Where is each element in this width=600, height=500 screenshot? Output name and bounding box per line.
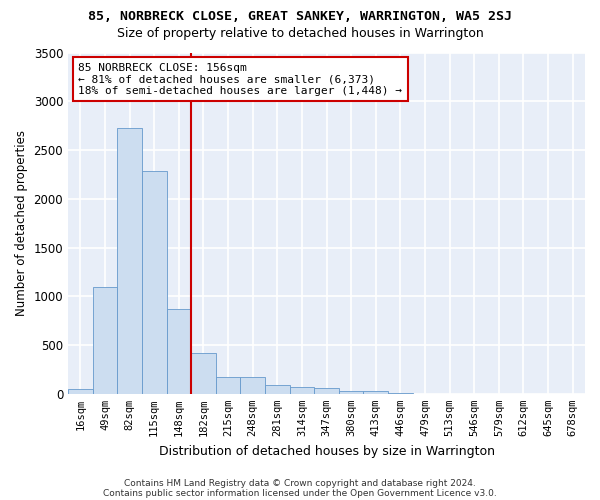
Bar xyxy=(265,385,290,394)
Text: Size of property relative to detached houses in Warrington: Size of property relative to detached ho… xyxy=(116,28,484,40)
Bar xyxy=(142,172,167,394)
Bar xyxy=(191,354,216,394)
Bar xyxy=(167,309,191,394)
Bar xyxy=(216,376,241,394)
Bar xyxy=(68,389,92,394)
Text: Contains public sector information licensed under the Open Government Licence v3: Contains public sector information licen… xyxy=(103,488,497,498)
Text: Contains HM Land Registry data © Crown copyright and database right 2024.: Contains HM Land Registry data © Crown c… xyxy=(124,478,476,488)
Bar xyxy=(339,391,364,394)
Bar xyxy=(388,393,413,394)
Bar xyxy=(241,377,265,394)
Text: 85 NORBRECK CLOSE: 156sqm
← 81% of detached houses are smaller (6,373)
18% of se: 85 NORBRECK CLOSE: 156sqm ← 81% of detac… xyxy=(79,62,403,96)
Bar xyxy=(314,388,339,394)
Text: 85, NORBRECK CLOSE, GREAT SANKEY, WARRINGTON, WA5 2SJ: 85, NORBRECK CLOSE, GREAT SANKEY, WARRIN… xyxy=(88,10,512,23)
Bar xyxy=(290,388,314,394)
Bar xyxy=(117,128,142,394)
Bar xyxy=(364,392,388,394)
Bar xyxy=(92,286,117,394)
Y-axis label: Number of detached properties: Number of detached properties xyxy=(15,130,28,316)
X-axis label: Distribution of detached houses by size in Warrington: Distribution of detached houses by size … xyxy=(158,444,494,458)
